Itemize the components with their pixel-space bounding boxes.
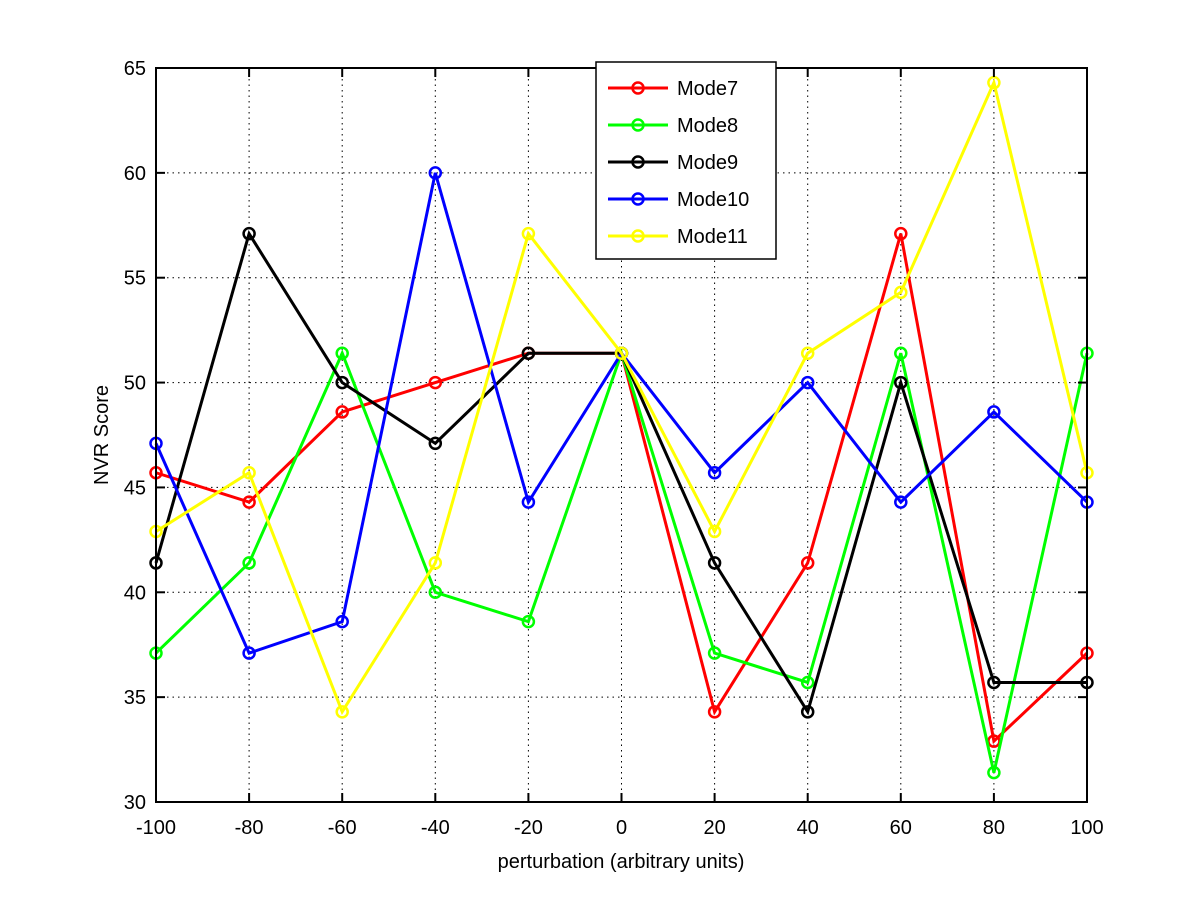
data-point: [800, 375, 815, 390]
legend-swatch-marker: [631, 81, 645, 95]
legend: Mode7 Mode8 Mode9 Mode10 Mode11: [595, 61, 777, 260]
series-layer: [149, 75, 1094, 780]
data-point: [894, 495, 908, 509]
data-point: [335, 614, 349, 629]
x-axis-label: perturbation (arbitrary units): [498, 851, 745, 873]
data-point: [707, 556, 722, 570]
data-point: [707, 646, 722, 660]
data-point: [335, 375, 349, 390]
data-point: [987, 405, 1001, 419]
data-point: [894, 346, 908, 360]
data-point: [428, 556, 443, 570]
data-point: [894, 375, 908, 390]
x-tick-label: -100: [136, 817, 176, 839]
y-axis-label: NVR Score: [91, 385, 113, 485]
x-tick-label: 40: [797, 817, 819, 839]
data-point: [428, 375, 443, 390]
data-point: [521, 495, 536, 509]
legend-swatch-marker: [631, 229, 645, 243]
x-tick-label: 80: [983, 817, 1005, 839]
y-tick-label: 60: [124, 163, 146, 185]
data-point: [428, 585, 443, 600]
legend-swatch-marker: [631, 192, 645, 206]
x-tick-label: 20: [703, 817, 725, 839]
legend-label: Mode10: [677, 189, 749, 211]
y-tick-label: 50: [124, 373, 146, 395]
data-point: [521, 226, 536, 241]
data-point: [800, 346, 815, 360]
y-tick-label: 30: [124, 792, 146, 814]
legend-swatch-marker: [631, 155, 645, 169]
x-tick-label: 100: [1070, 817, 1103, 839]
data-point: [242, 465, 256, 480]
data-point: [521, 346, 536, 360]
data-point: [707, 705, 722, 719]
y-tick-label: 65: [124, 58, 146, 80]
data-point: [800, 705, 815, 719]
y-tick-label: 35: [124, 687, 146, 709]
data-point: [428, 166, 443, 180]
axis-ticks: -100 -80 -60 -40 -20 0 20 40 60 80 100 30 35 40 45 50 55…: [124, 58, 1104, 839]
data-point: [242, 226, 256, 241]
data-point: [521, 614, 536, 629]
data-point: [335, 405, 349, 419]
data-point: [335, 705, 349, 719]
series-line-Mode11: [155, 78, 1089, 716]
data-point: [428, 436, 443, 451]
series-Mode11: [149, 75, 1094, 719]
x-tick-label: -40: [421, 817, 450, 839]
data-point: [800, 556, 815, 570]
data-point: [242, 495, 256, 509]
data-point: [707, 524, 722, 539]
data-point: [242, 556, 256, 570]
data-point: [987, 75, 1001, 90]
y-tick-label: 40: [124, 582, 146, 604]
y-tick-label: 55: [124, 268, 146, 290]
legend-item: Mode9: [608, 152, 738, 174]
data-point: [800, 675, 815, 690]
data-point: [894, 285, 908, 300]
legend-item: Mode10: [608, 189, 749, 211]
data-point: [894, 226, 908, 241]
legend-label: Mode9: [677, 152, 738, 174]
x-tick-label: 0: [616, 817, 627, 839]
legend-item: Mode11: [608, 226, 748, 248]
x-tick-label: -80: [235, 817, 264, 839]
data-point: [987, 675, 1001, 690]
legend-item: Mode8: [608, 115, 738, 137]
data-point: [614, 346, 629, 360]
x-tick-label: -20: [514, 817, 543, 839]
legend-label: Mode8: [677, 115, 738, 137]
legend-label: Mode7: [677, 78, 738, 100]
x-tick-label: 60: [890, 817, 912, 839]
data-point: [707, 465, 722, 480]
data-point: [987, 765, 1001, 780]
data-point: [335, 346, 349, 360]
data-point: [242, 646, 256, 660]
legend-swatch-marker: [631, 118, 645, 132]
x-tick-label: -60: [328, 817, 357, 839]
y-tick-label: 45: [124, 477, 146, 499]
legend-item: Mode7: [608, 78, 738, 100]
legend-label: Mode11: [677, 226, 748, 248]
